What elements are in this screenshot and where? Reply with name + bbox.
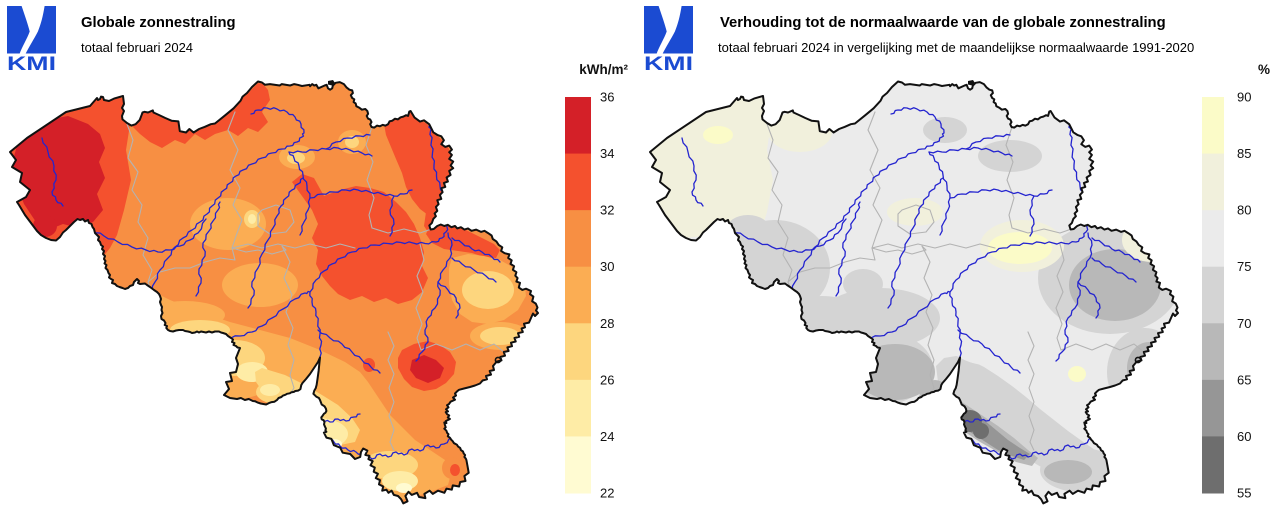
svg-text:28: 28 <box>600 316 614 331</box>
svg-text:80: 80 <box>1237 203 1251 218</box>
svg-text:32: 32 <box>600 203 614 218</box>
svg-text:kWh/m²: kWh/m² <box>579 62 628 77</box>
svg-text:70: 70 <box>1237 316 1251 331</box>
svg-text:KMI: KMI <box>7 53 56 73</box>
svg-text:60: 60 <box>1237 429 1251 444</box>
svg-text:55: 55 <box>1237 486 1251 501</box>
svg-text:75: 75 <box>1237 259 1251 274</box>
svg-text:36: 36 <box>600 90 614 105</box>
svg-text:65: 65 <box>1237 372 1251 387</box>
svg-text:90: 90 <box>1237 90 1251 105</box>
svg-text:30: 30 <box>600 259 614 274</box>
svg-text:34: 34 <box>600 146 614 161</box>
svg-text:24: 24 <box>600 429 614 444</box>
svg-text:%: % <box>1258 62 1270 77</box>
svg-text:KMI: KMI <box>644 53 693 73</box>
svg-text:85: 85 <box>1237 146 1251 161</box>
svg-text:26: 26 <box>600 372 614 387</box>
svg-text:22: 22 <box>600 486 614 501</box>
